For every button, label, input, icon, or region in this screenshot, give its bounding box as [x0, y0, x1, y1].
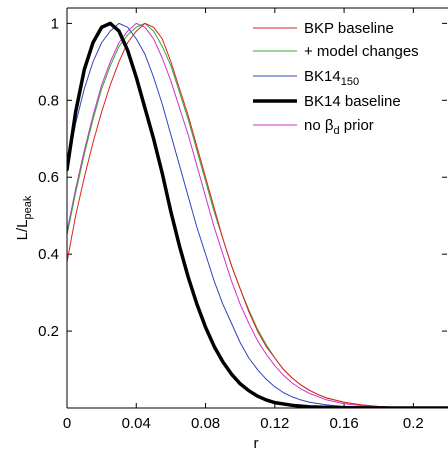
legend-label-main-2: BK14: [304, 68, 341, 85]
axis-ticks: 0 0.04 0.08 0.12 0.16 0.2 0.2 0.4 0.6 0.8 1: [38, 8, 447, 432]
axes-frame: [66, 7, 448, 409]
legend-label-main-4: no β: [304, 117, 334, 134]
series-line-bkp-baseline-0: [67, 22, 448, 408]
legend-label-4: no βd prior: [304, 117, 374, 137]
legend-label-main-3: BK14 baseline: [304, 93, 401, 110]
legend-label-sub-2: 150: [341, 76, 359, 88]
x-tick-label: 0.2: [403, 415, 424, 432]
y-tick-label: 0.8: [38, 92, 59, 109]
legend-label-0: BKP baseline: [304, 20, 394, 37]
legend-label-sub-4: d: [333, 125, 339, 137]
y-tick-label: 1: [51, 15, 59, 32]
x-tick-label: 0.16: [329, 415, 358, 432]
series-layer: [67, 21, 448, 408]
y-axis-title-sub: peak: [22, 195, 34, 219]
y-tick-label: 0.4: [38, 246, 59, 263]
x-tick-label: 0.08: [191, 415, 220, 432]
x-tick-label: 0.04: [122, 415, 151, 432]
y-axis-title-main: L/L: [14, 220, 31, 241]
legend-label-2: BK14150: [304, 68, 359, 88]
legend-label-3: BK14 baseline: [304, 93, 401, 110]
y-tick-label: 0.6: [38, 169, 59, 186]
x-axis-title: r: [254, 435, 259, 452]
legend-label-1: + model changes: [304, 43, 419, 60]
x-tick-label: 0: [63, 415, 71, 432]
legend: BKP baseline + model changes BK14150 BK14 b…: [253, 20, 419, 137]
y-tick-label: 0.2: [38, 323, 59, 340]
x-tick-label: 0.12: [260, 415, 289, 432]
series-line-no-4: [67, 22, 448, 408]
plot-background: [67, 8, 448, 408]
legend-label-main-1: + model changes: [304, 43, 419, 60]
y-axis-title: L/Lpeak: [14, 195, 34, 240]
legend-label-main-0: BKP baseline: [304, 20, 394, 37]
plot-area: [67, 8, 448, 408]
legend-label-suffix-4: prior: [340, 117, 374, 134]
